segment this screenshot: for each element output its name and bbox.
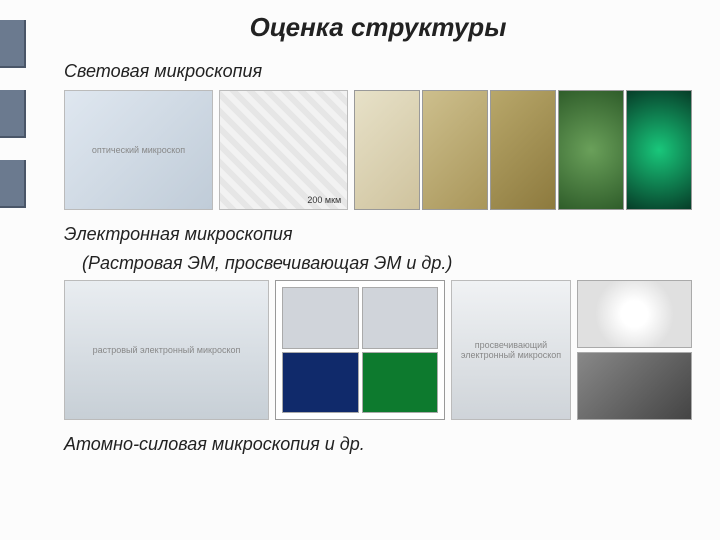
section-label-optical: Световая микроскопия [64, 61, 692, 82]
diffraction-pattern [577, 280, 692, 348]
row-optical: оптический микроскоп [64, 90, 692, 210]
slide-body: Оценка структуры Световая микроскопия оп… [36, 0, 720, 540]
sample-thumb [626, 90, 692, 210]
row-electron: растровый электронный микроскоп просвечи… [64, 280, 692, 420]
slide-title: Оценка структуры [64, 12, 692, 43]
section-label-electron: Электронная микроскопия [64, 224, 692, 245]
optical-microscope-image: оптический микроскоп [64, 90, 213, 210]
sample-thumb [354, 90, 420, 210]
tem-micrograph [577, 352, 692, 420]
sample-thumb [490, 90, 556, 210]
sample-thumb [422, 90, 488, 210]
software-panel [362, 287, 439, 349]
accent-bar [0, 160, 26, 208]
section-subline-electron: (Растровая ЭМ, просвечивающая ЭМ и др.) [82, 253, 692, 274]
diffraction-stack [577, 280, 692, 420]
tem-column-image: просвечивающий электронный микроскоп [451, 280, 571, 420]
accent-bar [0, 20, 26, 68]
sample-thumb [558, 90, 624, 210]
sem-console-image: растровый электронный микроскоп [64, 280, 269, 420]
accent-bar [0, 90, 26, 138]
left-accent-bars [0, 0, 36, 540]
software-panel [282, 287, 359, 349]
sample-grid [354, 90, 692, 210]
software-screenshot [275, 280, 445, 420]
micrograph-image [219, 90, 348, 210]
software-panel [282, 352, 359, 414]
section-label-afm: Атомно-силовая микроскопия и др. [64, 434, 692, 455]
software-panel [362, 352, 439, 414]
